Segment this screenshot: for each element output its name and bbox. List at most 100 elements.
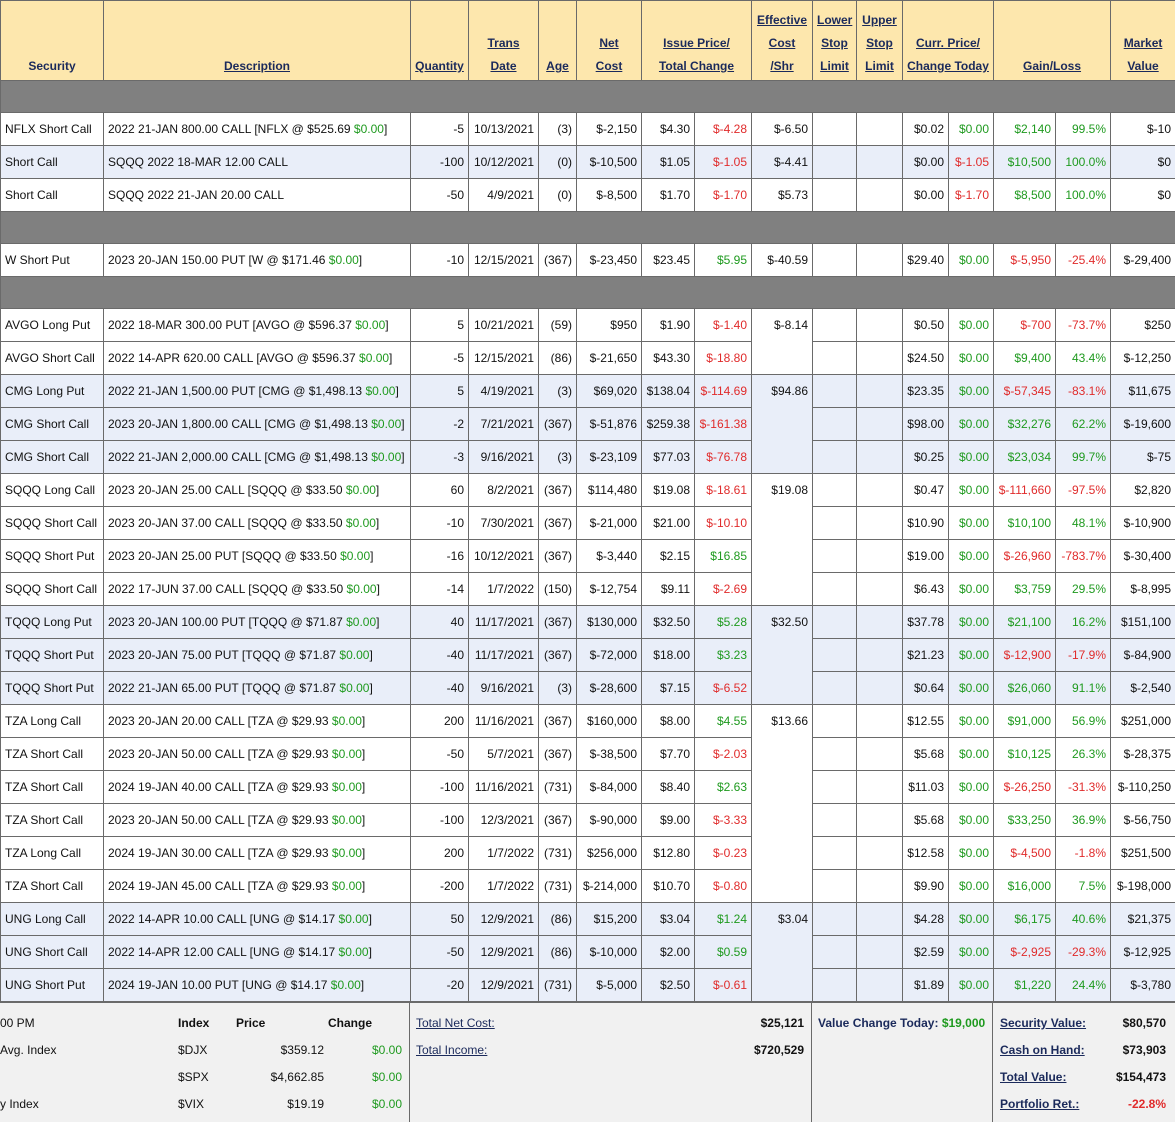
gain-pct: 91.1% xyxy=(1055,671,1112,705)
empty-cell xyxy=(812,308,857,342)
gain-pct: 16.2% xyxy=(1055,605,1112,639)
curr-price: $0.50 xyxy=(902,308,949,342)
issue-price: $138.04 xyxy=(641,374,695,408)
age: (367) xyxy=(538,605,577,639)
empty-cell xyxy=(812,968,857,1002)
change-today: $0.00 xyxy=(947,803,995,837)
description-text: ] xyxy=(361,714,366,728)
column-header: Quantity xyxy=(410,0,469,81)
age: (3) xyxy=(538,374,577,408)
quote-change: $0.00 xyxy=(338,945,369,959)
description: SQQQ 2022 21-JAN 20.00 CALL xyxy=(103,178,411,212)
portfolio-table: Security Description Quantity Trans Date Age N… xyxy=(0,0,1175,1002)
quote-change: $0.00 xyxy=(330,978,361,992)
header-label: Total Change xyxy=(658,59,735,73)
trans-date: 11/17/2021 xyxy=(468,605,539,639)
age: (367) xyxy=(538,539,577,573)
header-label: Curr. Price/ xyxy=(915,36,981,50)
position-row: UNG Short Call 2022 14-APR 12.00 CALL [UN… xyxy=(0,935,1175,969)
header-label: Effective xyxy=(756,13,808,27)
change-today: $0.00 xyxy=(947,605,995,639)
gain-pct: 26.3% xyxy=(1055,737,1112,771)
total-label: Total Income: xyxy=(416,1043,488,1057)
quantity: -200 xyxy=(410,869,469,903)
gain-pct: -83.1% xyxy=(1055,374,1112,408)
total-change: $1.24 xyxy=(694,902,752,936)
change-today: $0.00 xyxy=(947,902,995,936)
trans-date: 11/16/2021 xyxy=(468,770,539,804)
effective-cost: $-6.50 xyxy=(751,112,813,146)
empty-cell xyxy=(812,178,857,212)
market-value: $-56,750 xyxy=(1110,803,1175,837)
curr-price: $0.00 xyxy=(902,178,949,212)
description-text: SQQQ 2022 18-MAR 12.00 CALL xyxy=(108,155,289,169)
curr-price: $24.50 xyxy=(902,341,949,375)
net-cost: $-10,000 xyxy=(576,935,642,969)
security: NFLX Short Call xyxy=(0,112,104,146)
age: (367) xyxy=(538,506,577,540)
market-value: $250 xyxy=(1110,308,1175,342)
curr-price: $11.03 xyxy=(902,770,949,804)
description-text: ] xyxy=(360,978,365,992)
curr-price: $5.68 xyxy=(902,737,949,771)
curr-price: $12.55 xyxy=(902,704,949,738)
header-label: Upper xyxy=(862,13,897,27)
effective-cost: $19.08 xyxy=(751,473,813,606)
position-row: CMG Short Call 2022 21-JAN 2,000.00 CALL … xyxy=(0,440,1175,474)
gain: $3,759 xyxy=(993,572,1057,606)
empty-cell xyxy=(856,836,903,870)
trans-date: 12/9/2021 xyxy=(468,935,539,969)
age: (0) xyxy=(538,145,577,179)
header-label: Cost xyxy=(768,36,796,50)
position-row: Short Call SQQQ 2022 18-MAR 12.00 CALL -10… xyxy=(0,145,1175,179)
net-cost: $-23,109 xyxy=(576,440,642,474)
description-text: ] xyxy=(389,351,393,365)
market-value: $-3,780 xyxy=(1110,968,1175,1002)
security: AVGO Long Put xyxy=(0,308,104,342)
quote-change: $0.00 xyxy=(345,516,376,530)
column-header: Market Value xyxy=(1110,0,1175,81)
net-cost: $114,480 xyxy=(576,473,642,507)
summary-label: Security Value: xyxy=(1000,1016,1087,1030)
gain-pct: 99.7% xyxy=(1055,440,1112,474)
quantity: 5 xyxy=(410,308,469,342)
index-change: $0.00 xyxy=(371,1043,402,1057)
market-value: $0 xyxy=(1110,178,1175,212)
quote-change: $0.00 xyxy=(331,780,362,794)
index-header: Index xyxy=(178,1016,210,1030)
description: 2023 20-JAN 50.00 CALL [TZA @ $29.93 $0.… xyxy=(103,737,411,771)
total-change: $5.95 xyxy=(694,243,752,277)
issue-price: $9.11 xyxy=(641,572,695,606)
gain-pct: -73.7% xyxy=(1055,308,1112,342)
empty-cell xyxy=(856,539,903,573)
market-value: $-12,250 xyxy=(1110,341,1175,375)
age: (367) xyxy=(538,407,577,441)
position-row: W Short Put 2023 20-JAN 150.00 PUT [W @ $… xyxy=(0,243,1175,277)
empty-cell xyxy=(856,902,903,936)
total-change: $-18.61 xyxy=(694,473,752,507)
value-change-value: $19,000 xyxy=(941,1016,986,1030)
gain-pct: 100.0% xyxy=(1055,145,1112,179)
empty-cell xyxy=(856,506,903,540)
description-text: 2024 19-JAN 30.00 CALL [TZA @ $29.93 xyxy=(108,846,329,860)
trans-date: 12/3/2021 xyxy=(468,803,539,837)
security: AVGO Short Call xyxy=(0,341,104,375)
description: 2022 17-JUN 37.00 CALL [SQQQ @ $33.50 $0… xyxy=(103,572,411,606)
market-value: $-198,000 xyxy=(1110,869,1175,903)
total-change: $0.59 xyxy=(694,935,752,969)
market-value: $-12,925 xyxy=(1110,935,1175,969)
description: 2023 20-JAN 1,800.00 CALL [CMG @ $1,498.… xyxy=(103,407,411,441)
header-label: Limit xyxy=(865,59,894,73)
empty-cell xyxy=(812,473,857,507)
empty-cell xyxy=(856,243,903,277)
quantity: -16 xyxy=(410,539,469,573)
quote-change: $0.00 xyxy=(331,879,362,893)
trans-date: 1/7/2022 xyxy=(468,869,539,903)
effective-cost: $3.04 xyxy=(751,902,813,1002)
gain-pct: 36.9% xyxy=(1055,803,1112,837)
empty-cell xyxy=(856,737,903,771)
position-row: UNG Short Put 2024 19-JAN 10.00 PUT [UNG … xyxy=(0,968,1175,1002)
description-text: 2023 20-JAN 50.00 CALL [TZA @ $29.93 xyxy=(108,747,329,761)
age: (3) xyxy=(538,671,577,705)
description-text: ] xyxy=(375,516,380,530)
